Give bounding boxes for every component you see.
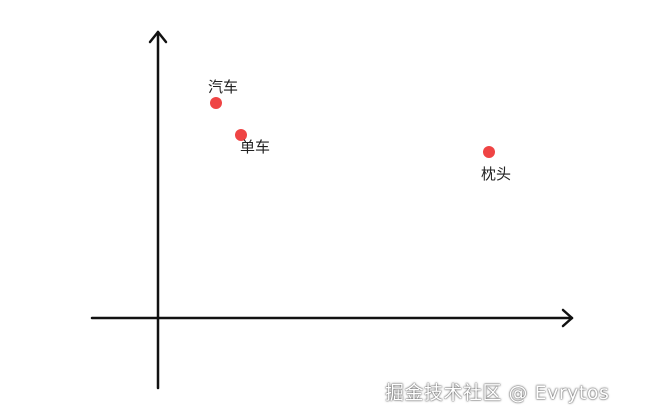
point-bicycle (235, 129, 247, 141)
point-label-bicycle: 单车 (240, 138, 271, 156)
watermark: 掘金技术社区 @ Evrytos (385, 382, 610, 404)
point-car (210, 97, 222, 109)
x-axis-arrow-icon (561, 308, 574, 328)
point-pillow (483, 146, 495, 158)
point-label-car: 汽车 (208, 78, 239, 96)
y-axis (148, 30, 168, 390)
point-label-pillow: 枕头 (481, 165, 512, 183)
y-axis-arrow-icon (148, 30, 168, 44)
x-axis (90, 308, 574, 328)
